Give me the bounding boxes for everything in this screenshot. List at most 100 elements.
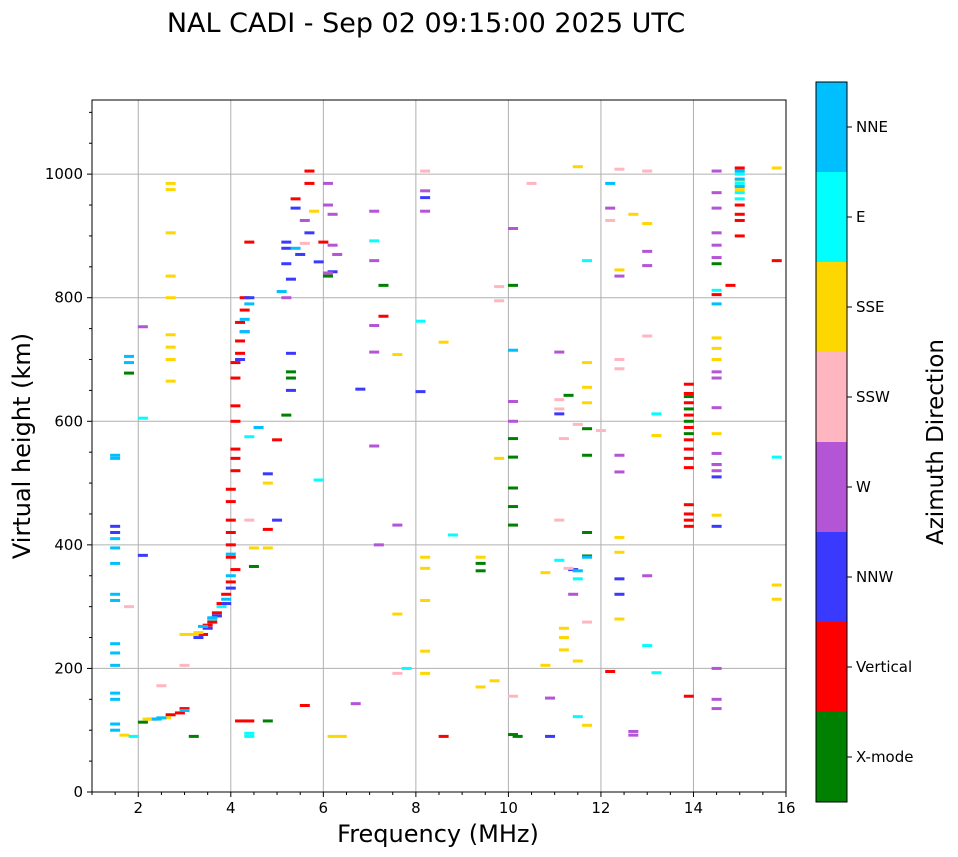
data-point-x-mode — [582, 453, 593, 457]
data-point-vertical — [734, 203, 745, 207]
data-point-nne — [110, 453, 121, 457]
data-point-e — [771, 455, 782, 459]
data-point-sse — [165, 274, 176, 278]
data-point-sse — [165, 345, 176, 349]
data-point-nne — [110, 537, 121, 541]
chart-title: NAL CADI - Sep 02 09:15:00 2025 UTC — [167, 8, 685, 39]
data-point-nne — [582, 555, 593, 559]
data-point-x-mode — [137, 720, 148, 724]
data-point-w — [711, 469, 722, 473]
data-point-e — [447, 533, 458, 537]
data-point-x-mode — [378, 283, 389, 287]
data-point-sse — [494, 456, 505, 460]
data-point-w — [614, 470, 625, 474]
data-point-w — [322, 203, 333, 207]
data-point-ssw — [508, 694, 519, 698]
data-point-sse — [628, 212, 639, 216]
data-point-vertical — [683, 425, 694, 429]
data-point-e — [651, 412, 662, 416]
data-point-w — [642, 264, 653, 268]
data-point-w — [281, 296, 292, 300]
y-tick-label: 0 — [73, 783, 83, 801]
data-point-vertical — [605, 670, 616, 674]
data-point-sse — [262, 481, 273, 485]
colorbar-tick-label: W — [856, 478, 871, 496]
data-point-x-mode — [512, 734, 523, 738]
data-point-nnw — [711, 475, 722, 479]
data-point-vertical — [734, 234, 745, 238]
data-point-vertical — [198, 632, 209, 636]
x-tick-label: 16 — [776, 799, 795, 817]
data-point-ssw — [614, 358, 625, 361]
data-point-nne — [221, 597, 232, 601]
data-point-vertical — [225, 500, 236, 504]
data-point-w — [373, 543, 384, 547]
data-point-x-mode — [582, 531, 593, 534]
data-point-nne — [124, 354, 135, 358]
data-point-nnw — [711, 524, 722, 528]
data-point-e — [711, 288, 722, 292]
data-point-vertical — [734, 212, 745, 216]
data-point-w — [711, 707, 722, 711]
data-point-nne — [110, 697, 121, 701]
data-point-vertical — [683, 694, 694, 698]
data-point-x-mode — [508, 437, 519, 441]
grid-lines — [92, 100, 786, 792]
data-point-vertical — [683, 382, 694, 386]
data-point-w — [711, 406, 722, 410]
data-point-nnw — [290, 206, 301, 210]
data-point-sse — [420, 649, 431, 653]
data-point-nnw — [110, 531, 121, 534]
data-point-sse — [711, 358, 722, 361]
data-point-nne — [290, 246, 301, 250]
data-point-nnw — [137, 553, 148, 557]
data-point-nne — [110, 663, 121, 667]
data-point-vertical — [299, 704, 310, 707]
data-point-vertical — [230, 361, 241, 365]
data-point-e — [244, 734, 255, 738]
data-point-nnw — [304, 231, 315, 235]
data-point-nnw — [235, 358, 246, 361]
data-point-sse — [582, 385, 593, 389]
data-point-ssw — [244, 518, 255, 522]
data-point-vertical — [378, 314, 389, 318]
data-point-ssw — [554, 518, 565, 522]
data-point-e — [582, 259, 593, 263]
data-point-vertical — [179, 707, 190, 711]
data-point-sse — [642, 222, 653, 226]
data-point-x-mode — [683, 395, 694, 399]
data-point-nne — [276, 290, 287, 294]
data-point-nnw — [211, 614, 222, 618]
data-point-vertical — [683, 438, 694, 442]
data-point-sse — [558, 626, 569, 630]
data-point-vertical — [225, 518, 236, 522]
data-point-e — [401, 666, 412, 670]
data-point-nne — [110, 546, 121, 550]
data-point-nne — [225, 552, 236, 556]
data-point-sse — [734, 188, 745, 192]
data-point-e — [642, 644, 653, 648]
data-point-ssw — [563, 566, 574, 570]
data-point-ssw — [554, 407, 565, 411]
colorbar-segment-ssw — [816, 352, 847, 442]
colorbar-tick-label: SSW — [856, 388, 890, 406]
data-point-w — [711, 666, 722, 670]
data-point-w — [568, 592, 579, 596]
y-tick-label: 600 — [54, 412, 83, 430]
data-point-x-mode — [582, 427, 593, 431]
data-point-nnw — [285, 277, 296, 281]
data-point-nnw — [281, 262, 292, 266]
data-point-sse — [582, 723, 593, 727]
data-point-sse — [540, 663, 551, 667]
data-point-w — [711, 697, 722, 701]
data-point-ssw — [582, 620, 593, 624]
data-point-e — [244, 731, 255, 735]
data-point-x-mode — [683, 407, 694, 411]
x-tick-label: 8 — [411, 799, 421, 817]
data-point-x-mode — [563, 393, 574, 397]
data-point-nnw — [614, 592, 625, 596]
data-point-ssw — [156, 684, 167, 688]
data-point-x-mode — [248, 564, 259, 568]
data-point-nnw — [614, 577, 625, 581]
